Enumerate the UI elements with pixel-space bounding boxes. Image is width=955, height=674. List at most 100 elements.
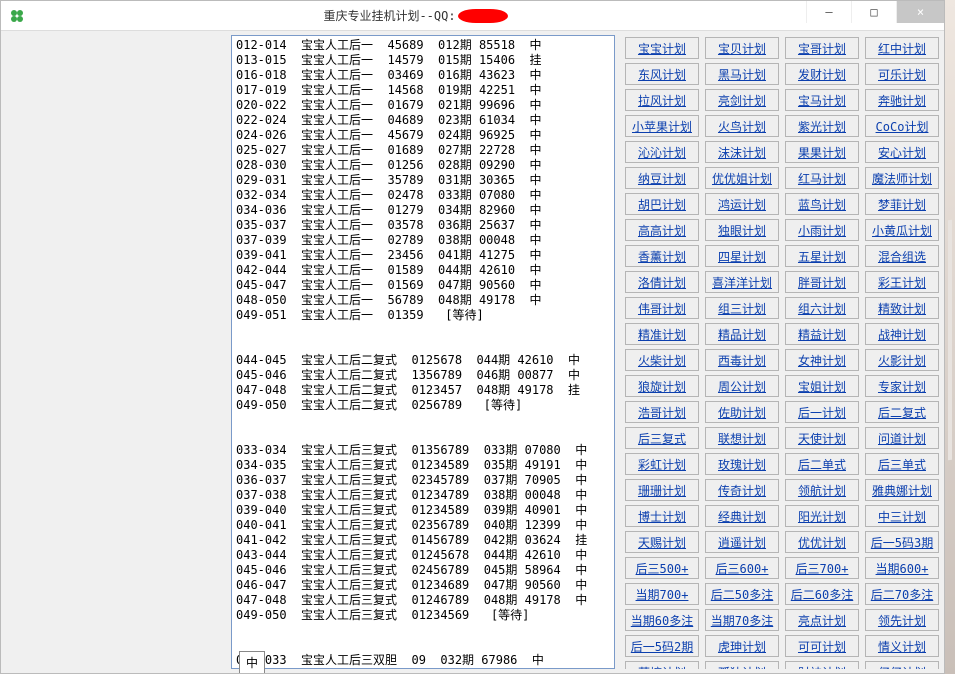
plan-button[interactable]: 珊珊计划: [625, 479, 699, 501]
plan-button[interactable]: 后三单式: [865, 453, 939, 475]
plan-button[interactable]: 东风计划: [625, 63, 699, 85]
close-button[interactable]: ×: [896, 1, 944, 23]
plan-button[interactable]: 精益计划: [785, 323, 859, 345]
plan-button[interactable]: 孤独计划: [705, 661, 779, 669]
plan-button[interactable]: 果果计划: [785, 141, 859, 163]
plan-button[interactable]: 亮剑计划: [705, 89, 779, 111]
plan-button[interactable]: 天使计划: [785, 427, 859, 449]
plan-button[interactable]: 领航计划: [785, 479, 859, 501]
plan-button[interactable]: 问道计划: [865, 427, 939, 449]
plan-button[interactable]: 优优姐计划: [705, 167, 779, 189]
plan-button[interactable]: 联想计划: [705, 427, 779, 449]
plan-button[interactable]: 组三计划: [705, 297, 779, 319]
plan-button[interactable]: 财神计划: [785, 661, 859, 669]
plan-button[interactable]: 经典计划: [705, 505, 779, 527]
plan-button[interactable]: 四星计划: [705, 245, 779, 267]
plan-button[interactable]: 浩哥计划: [625, 401, 699, 423]
plan-button[interactable]: 后二50多注: [705, 583, 779, 605]
plan-button[interactable]: 混合组选: [865, 245, 939, 267]
plan-button[interactable]: 小苹果计划: [625, 115, 699, 137]
plan-button[interactable]: 佐助计划: [705, 401, 779, 423]
plan-button[interactable]: 当期70多注: [705, 609, 779, 631]
plan-button[interactable]: 胖哥计划: [785, 271, 859, 293]
plan-button[interactable]: 亮点计划: [785, 609, 859, 631]
plan-button[interactable]: 梦菲计划: [865, 193, 939, 215]
plan-button[interactable]: 伟哥计划: [625, 297, 699, 319]
plan-button[interactable]: 虎珅计划: [705, 635, 779, 657]
plan-button[interactable]: 天赐计划: [625, 531, 699, 553]
plan-button[interactable]: 当期700+: [625, 583, 699, 605]
plan-button[interactable]: 小雨计划: [785, 219, 859, 241]
plan-button[interactable]: 魔法师计划: [865, 167, 939, 189]
plan-button[interactable]: 喜洋洋计划: [705, 271, 779, 293]
plan-button[interactable]: 组六计划: [785, 297, 859, 319]
plan-button[interactable]: CoCo计划: [865, 115, 939, 137]
plan-button[interactable]: 精准计划: [625, 323, 699, 345]
plan-button[interactable]: 博士计划: [625, 505, 699, 527]
plan-button[interactable]: 后三600+: [705, 557, 779, 579]
plan-button[interactable]: 传奇计划: [705, 479, 779, 501]
plan-button[interactable]: 当期600+: [865, 557, 939, 579]
plan-button[interactable]: 鸿运计划: [705, 193, 779, 215]
plan-button[interactable]: 安心计划: [865, 141, 939, 163]
plan-button[interactable]: 紫光计划: [785, 115, 859, 137]
maximize-button[interactable]: □: [851, 1, 896, 23]
plan-button[interactable]: 后三700+: [785, 557, 859, 579]
plan-button[interactable]: 宝姐计划: [785, 375, 859, 397]
log-pane[interactable]: 012-014 宝宝人工后一 45689 012期 85518 中 013-01…: [231, 35, 615, 669]
plan-button[interactable]: 专家计划: [865, 375, 939, 397]
plan-button[interactable]: 仔仔计划: [865, 661, 939, 669]
plan-button[interactable]: 奔驰计划: [865, 89, 939, 111]
footer-tab[interactable]: 中: [239, 651, 265, 673]
plan-button[interactable]: 小黄瓜计划: [865, 219, 939, 241]
plan-button[interactable]: 黑马计划: [705, 63, 779, 85]
plan-button[interactable]: 西毒计划: [705, 349, 779, 371]
plan-button[interactable]: 彩王计划: [865, 271, 939, 293]
plan-button[interactable]: 女神计划: [785, 349, 859, 371]
plan-button[interactable]: 优优计划: [785, 531, 859, 553]
plan-button[interactable]: 中三计划: [865, 505, 939, 527]
plan-button[interactable]: 香薰计划: [625, 245, 699, 267]
plan-button[interactable]: 阳光计划: [785, 505, 859, 527]
plan-button[interactable]: 可乐计划: [865, 63, 939, 85]
plan-button[interactable]: 宝宝计划: [625, 37, 699, 59]
plan-button[interactable]: 彩虹计划: [625, 453, 699, 475]
plan-button[interactable]: 战神计划: [865, 323, 939, 345]
plan-button[interactable]: 红中计划: [865, 37, 939, 59]
plan-button[interactable]: 后三500+: [625, 557, 699, 579]
minimize-button[interactable]: —: [806, 1, 851, 23]
plan-button[interactable]: 后三复式: [625, 427, 699, 449]
plan-button[interactable]: 宝贝计划: [705, 37, 779, 59]
plan-button[interactable]: 拉风计划: [625, 89, 699, 111]
plan-button[interactable]: 沫沫计划: [705, 141, 779, 163]
plan-button[interactable]: 后二70多注: [865, 583, 939, 605]
plan-button[interactable]: 后二复式: [865, 401, 939, 423]
plan-button[interactable]: 玫瑰计划: [705, 453, 779, 475]
plan-button[interactable]: 后二单式: [785, 453, 859, 475]
plan-button[interactable]: 高高计划: [625, 219, 699, 241]
plan-button[interactable]: 逍遥计划: [705, 531, 779, 553]
plan-button[interactable]: 发财计划: [785, 63, 859, 85]
plan-button[interactable]: 领先计划: [865, 609, 939, 631]
plan-button[interactable]: 当期60多注: [625, 609, 699, 631]
plan-button[interactable]: 后二60多注: [785, 583, 859, 605]
plan-button[interactable]: 红马计划: [785, 167, 859, 189]
plan-button[interactable]: 洛倩计划: [625, 271, 699, 293]
plan-button[interactable]: 胡巴计划: [625, 193, 699, 215]
plan-button[interactable]: 雅典娜计划: [865, 479, 939, 501]
plan-button[interactable]: 后一5码2期: [625, 635, 699, 657]
plan-button[interactable]: 沁沁计划: [625, 141, 699, 163]
plan-button[interactable]: 精致计划: [865, 297, 939, 319]
plan-button[interactable]: 蓝鸟计划: [785, 193, 859, 215]
plan-button[interactable]: 后一5码3期: [865, 531, 939, 553]
plan-button[interactable]: 情义计划: [865, 635, 939, 657]
plan-button[interactable]: 精品计划: [705, 323, 779, 345]
plan-button[interactable]: 后一计划: [785, 401, 859, 423]
plan-button[interactable]: 火影计划: [865, 349, 939, 371]
plan-button[interactable]: 可可计划: [785, 635, 859, 657]
plan-button[interactable]: 独眼计划: [705, 219, 779, 241]
plan-button[interactable]: 纳豆计划: [625, 167, 699, 189]
plan-button[interactable]: 宝哥计划: [785, 37, 859, 59]
plan-button[interactable]: 宝马计划: [785, 89, 859, 111]
plan-button[interactable]: 荷塘计划: [625, 661, 699, 669]
